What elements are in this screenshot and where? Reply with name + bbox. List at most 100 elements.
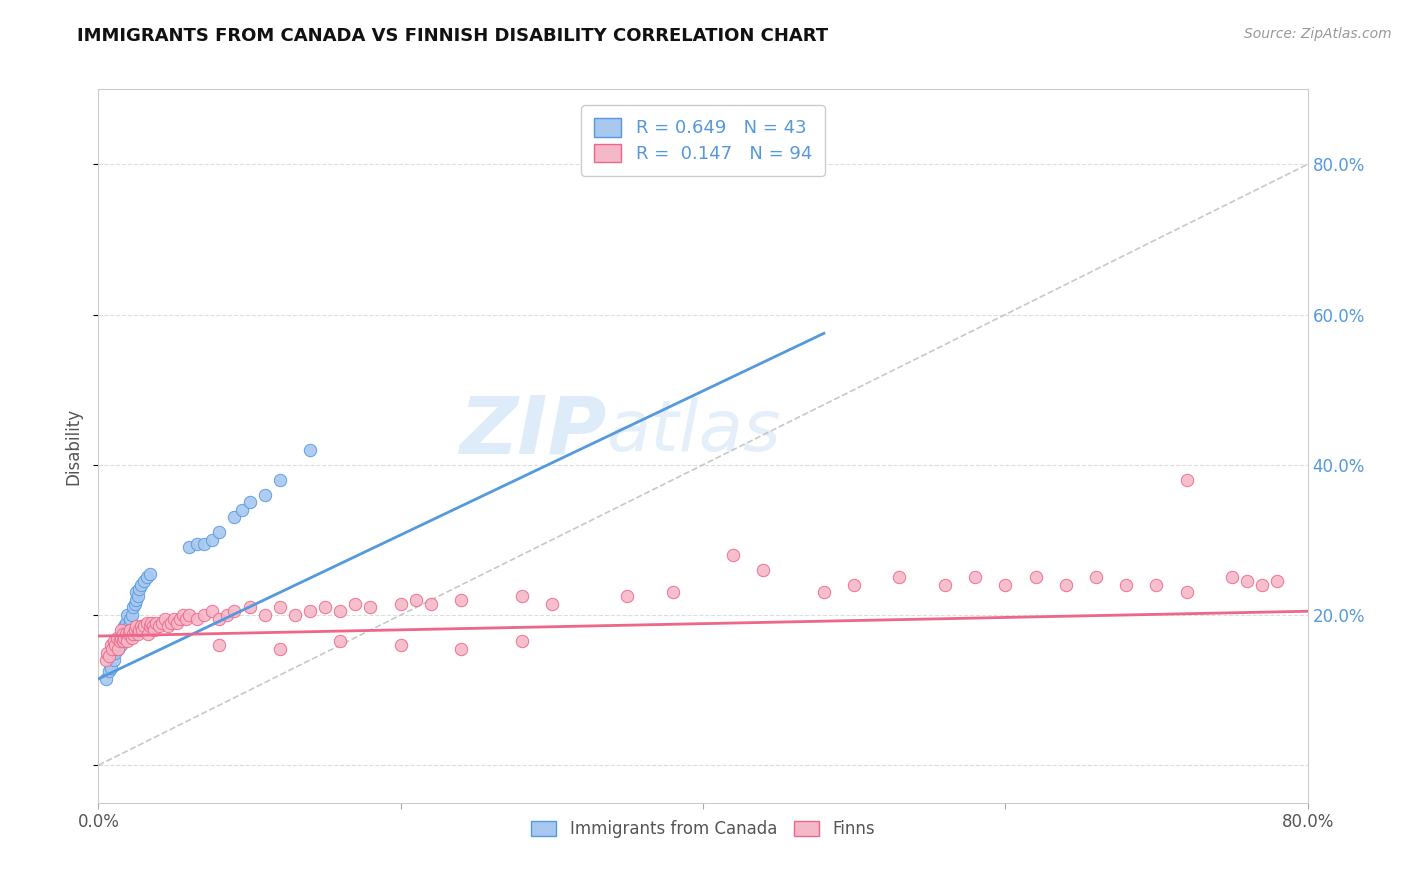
Point	[723, 548, 745, 562]
Point	[510, 634, 533, 648]
Legend: Immigrants from Canada, Finns: Immigrants from Canada, Finns	[524, 814, 882, 845]
Point	[344, 597, 367, 611]
Point	[103, 634, 125, 648]
Point	[215, 607, 238, 622]
Y-axis label: Disability: Disability	[65, 408, 83, 484]
Point	[105, 638, 128, 652]
Point	[127, 627, 149, 641]
Point	[299, 442, 322, 457]
Point	[110, 631, 132, 645]
Point	[104, 638, 127, 652]
Point	[169, 612, 191, 626]
Point	[112, 619, 135, 633]
Point	[186, 536, 208, 550]
Point	[179, 607, 201, 622]
Point	[540, 597, 562, 611]
Point	[616, 589, 638, 603]
Point	[231, 503, 253, 517]
Point	[166, 615, 188, 630]
Point	[94, 653, 117, 667]
Point	[1144, 578, 1167, 592]
Point	[510, 589, 533, 603]
Point	[1054, 578, 1077, 592]
Point	[122, 600, 145, 615]
Point	[201, 533, 224, 547]
Point	[125, 585, 148, 599]
Point	[129, 578, 152, 592]
Point	[132, 574, 155, 589]
Point	[128, 582, 150, 596]
Point	[1085, 570, 1108, 584]
Point	[115, 607, 138, 622]
Point	[193, 607, 215, 622]
Text: atlas: atlas	[606, 397, 780, 467]
Point	[104, 646, 127, 660]
Point	[239, 600, 262, 615]
Point	[284, 607, 307, 622]
Point	[98, 649, 121, 664]
Point	[208, 638, 231, 652]
Point	[108, 634, 131, 648]
Point	[1251, 578, 1274, 592]
Point	[108, 634, 131, 648]
Point	[110, 627, 132, 641]
Point	[100, 660, 122, 674]
Point	[135, 615, 157, 630]
Point	[94, 672, 117, 686]
Point	[136, 627, 159, 641]
Point	[208, 525, 231, 540]
Point	[172, 607, 194, 622]
Point	[121, 631, 143, 645]
Point	[174, 612, 197, 626]
Point	[111, 627, 134, 641]
Point	[120, 612, 142, 626]
Point	[160, 615, 183, 630]
Point	[114, 627, 136, 641]
Point	[111, 623, 134, 637]
Point	[110, 623, 132, 637]
Point	[111, 634, 134, 648]
Point	[253, 607, 276, 622]
Point	[125, 619, 148, 633]
Point	[139, 619, 162, 633]
Point	[1175, 473, 1198, 487]
Point	[889, 570, 911, 584]
Point	[208, 612, 231, 626]
Point	[127, 589, 149, 603]
Point	[1175, 585, 1198, 599]
Point	[121, 607, 143, 622]
Point	[120, 623, 142, 637]
Point	[450, 593, 472, 607]
Point	[193, 536, 215, 550]
Point	[661, 585, 683, 599]
Point	[224, 604, 246, 618]
Point	[163, 612, 186, 626]
Point	[153, 612, 176, 626]
Point	[124, 623, 146, 637]
Point	[118, 619, 141, 633]
Point	[139, 566, 162, 581]
Point	[269, 473, 291, 487]
Point	[450, 641, 472, 656]
Point	[143, 623, 166, 637]
Point	[105, 631, 128, 645]
Point	[1220, 570, 1243, 584]
Point	[813, 585, 835, 599]
Point	[844, 578, 866, 592]
Point	[239, 495, 262, 509]
Point	[112, 631, 135, 645]
Point	[118, 627, 141, 641]
Point	[150, 615, 173, 630]
Point	[110, 638, 132, 652]
Point	[420, 597, 443, 611]
Point	[111, 634, 134, 648]
Point	[299, 604, 322, 618]
Point	[114, 615, 136, 630]
Point	[100, 638, 122, 652]
Point	[129, 619, 152, 633]
Point	[329, 634, 352, 648]
Point	[224, 510, 246, 524]
Point	[132, 619, 155, 633]
Point	[103, 653, 125, 667]
Text: ZIP: ZIP	[458, 392, 606, 471]
